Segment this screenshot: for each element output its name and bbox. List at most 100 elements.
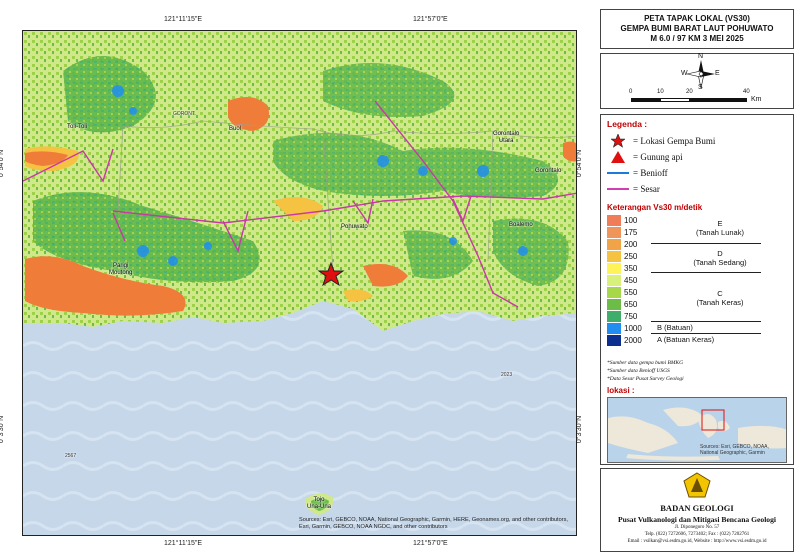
class-c: C (Tanah Keras) (696, 289, 744, 307)
right-lat-label-2: 0°3'30"N (576, 415, 584, 444)
fault-line-icon (607, 182, 629, 196)
scale-tick-20: 20 (686, 89, 693, 95)
legend-label: = Lokasi Gempa Bumi (633, 136, 716, 146)
scale-box: N S W E 0 10 20 40 Km (600, 53, 794, 109)
legend-item-volcano: = Gunung api (607, 149, 787, 165)
soft-soil-zone (363, 263, 408, 287)
north-arrow-icon (686, 60, 715, 89)
vs30-row: 175 (607, 227, 637, 238)
class-divider (651, 272, 761, 273)
legend-label: = Gunung api (633, 152, 683, 162)
map-title-line3: M 6.0 / 97 KM 3 MEI 2025 (650, 34, 744, 43)
top-lon-label-1: 121°11'15"E (164, 16, 203, 23)
legend-label: = Benioff (633, 168, 668, 178)
vs30-row: 1000 (607, 323, 642, 334)
bottom-lon-label-2: 121°57'0"E (413, 540, 448, 547)
vs30-row: 550 (607, 287, 637, 298)
admin-boundaries (117, 120, 576, 272)
place-pohuwato: Pohuwato (341, 224, 368, 230)
left-lat-label-2: 0°3'30"N (0, 415, 6, 444)
place-tojo-una-una: Tojo Una-Una (307, 497, 332, 510)
epicenter-star-icon (317, 261, 345, 287)
green-zone (493, 218, 569, 286)
title-box: PETA TAPAK LOKAL (VS30) GEMPA BUMI BARAT… (600, 9, 794, 49)
vs30-row: 750 (607, 311, 637, 322)
place-gorontalo: Gorontalo (535, 168, 562, 174)
address-line2: Telp. (022) 7272606, 7273402; Fax : (022… (644, 532, 750, 537)
soft-soil-zone (343, 289, 373, 302)
depth-label-2567: 2567 (65, 453, 77, 459)
faults (23, 100, 576, 308)
address-line3: Email : vsilkan@vsi.esdm.go.id, Website … (627, 539, 767, 544)
location-title: lokasi : (607, 386, 635, 395)
vs30-row: 250 (607, 251, 637, 262)
class-divider (651, 333, 761, 334)
legend-notes: *Sumber data gempa bumi BMKG *Sumber dat… (607, 360, 684, 382)
right-lat-label-1: 0°54'0"N (576, 149, 584, 178)
place-parigi-moutong: Parigi Moutong (109, 263, 133, 276)
place-gorontalo-utara: Gorontalo Utara (493, 131, 520, 144)
legend-title: Legenda : (607, 119, 648, 129)
south-label: S (698, 84, 703, 91)
scale-tick-40: 40 (743, 89, 750, 95)
green-zone (33, 192, 260, 283)
top-lon-label-2: 121°57'0"E (413, 16, 448, 23)
vs30-map[interactable]: Toli-Toli Buol GORONT. Gorontalo Utara Go… (22, 30, 577, 536)
place-gorontalo-small: GORONT. (173, 111, 196, 117)
legend-box: Legenda : = Lokasi Gempa Bumi = Gunung a… (600, 114, 794, 465)
vs30-row: 650 (607, 299, 637, 310)
map-attribution: Sources: Esri, GEBCO, NOAA, National Geo… (299, 517, 568, 530)
legend-item-epicenter: = Lokasi Gempa Bumi (607, 133, 787, 149)
agency-name: BADAN GEOLOGI (660, 503, 734, 513)
vs30-row: 200 (607, 239, 637, 250)
triangle-icon (607, 150, 629, 164)
class-divider (651, 321, 761, 322)
green-zone (273, 133, 558, 198)
agency-logo-icon (683, 472, 711, 498)
blue-zones (112, 85, 528, 266)
benioff-line-icon (607, 166, 629, 180)
vs30-row: 2000 (607, 335, 642, 346)
location-inset-map[interactable]: Sources: Esri, GEBCO, NOAA, National Geo… (607, 397, 787, 463)
soft-soil-zone (25, 151, 68, 166)
class-d: D (Tanah Sedang) (693, 249, 747, 267)
vs30-table: 100 175 200 250 350 450 550 650 750 1000… (607, 215, 787, 355)
place-boalemo: Boalemo (509, 222, 533, 228)
center-name: Pusat Vulkanologi dan Mitigasi Bencana G… (617, 515, 777, 524)
soft-soil-zone (228, 97, 269, 131)
map-title-line2: GEMPA BUMI BARAT LAUT POHUWATO (620, 24, 774, 33)
west-label: W (681, 70, 688, 77)
star-icon (607, 134, 629, 148)
legend-item-fault: = Sesar (607, 181, 787, 197)
map-graphics (23, 31, 576, 535)
inset-credit: Sources: Esri, GEBCO, NOAA, National Geo… (700, 444, 769, 456)
island (311, 498, 329, 511)
north-label: N (698, 53, 704, 60)
east-label: E (715, 70, 720, 77)
green-zone (323, 63, 455, 117)
bottom-lon-label-1: 121°11'15"E (164, 540, 203, 547)
class-e: E (Tanah Lunak) (696, 219, 744, 237)
map-title-line1: PETA TAPAK LOKAL (VS30) (644, 14, 750, 23)
depth-label-2023: 2023 (501, 372, 513, 378)
address-line1: Jl. Diponegoro No. 57 (674, 525, 720, 530)
left-lat-label-1: 0°54'0"N (0, 149, 6, 178)
scale-unit: Km (751, 96, 762, 103)
place-buol: Buol (229, 126, 242, 132)
agency-box: BADAN GEOLOGI Pusat Vulkanologi dan Miti… (600, 468, 794, 552)
soft-soil-zone (273, 197, 323, 221)
scale-bar (631, 98, 747, 102)
place-tolitoli: Toli-Toli (67, 124, 88, 130)
vs30-row: 100 (607, 215, 637, 226)
inset-graphics (608, 407, 786, 461)
scale-tick-10: 10 (657, 89, 664, 95)
class-a: A (Batuan Keras) (657, 335, 715, 344)
legend-item-benioff: = Benioff (607, 165, 787, 181)
vs30-title: Keterangan Vs30 m/detik (607, 203, 703, 212)
class-b: B (Batuan) (657, 323, 693, 332)
vs30-row: 450 (607, 275, 637, 286)
scale-tick-0: 0 (629, 89, 633, 95)
vs30-row: 350 (607, 263, 637, 274)
legend-label: = Sesar (633, 184, 660, 194)
class-divider (651, 243, 761, 244)
